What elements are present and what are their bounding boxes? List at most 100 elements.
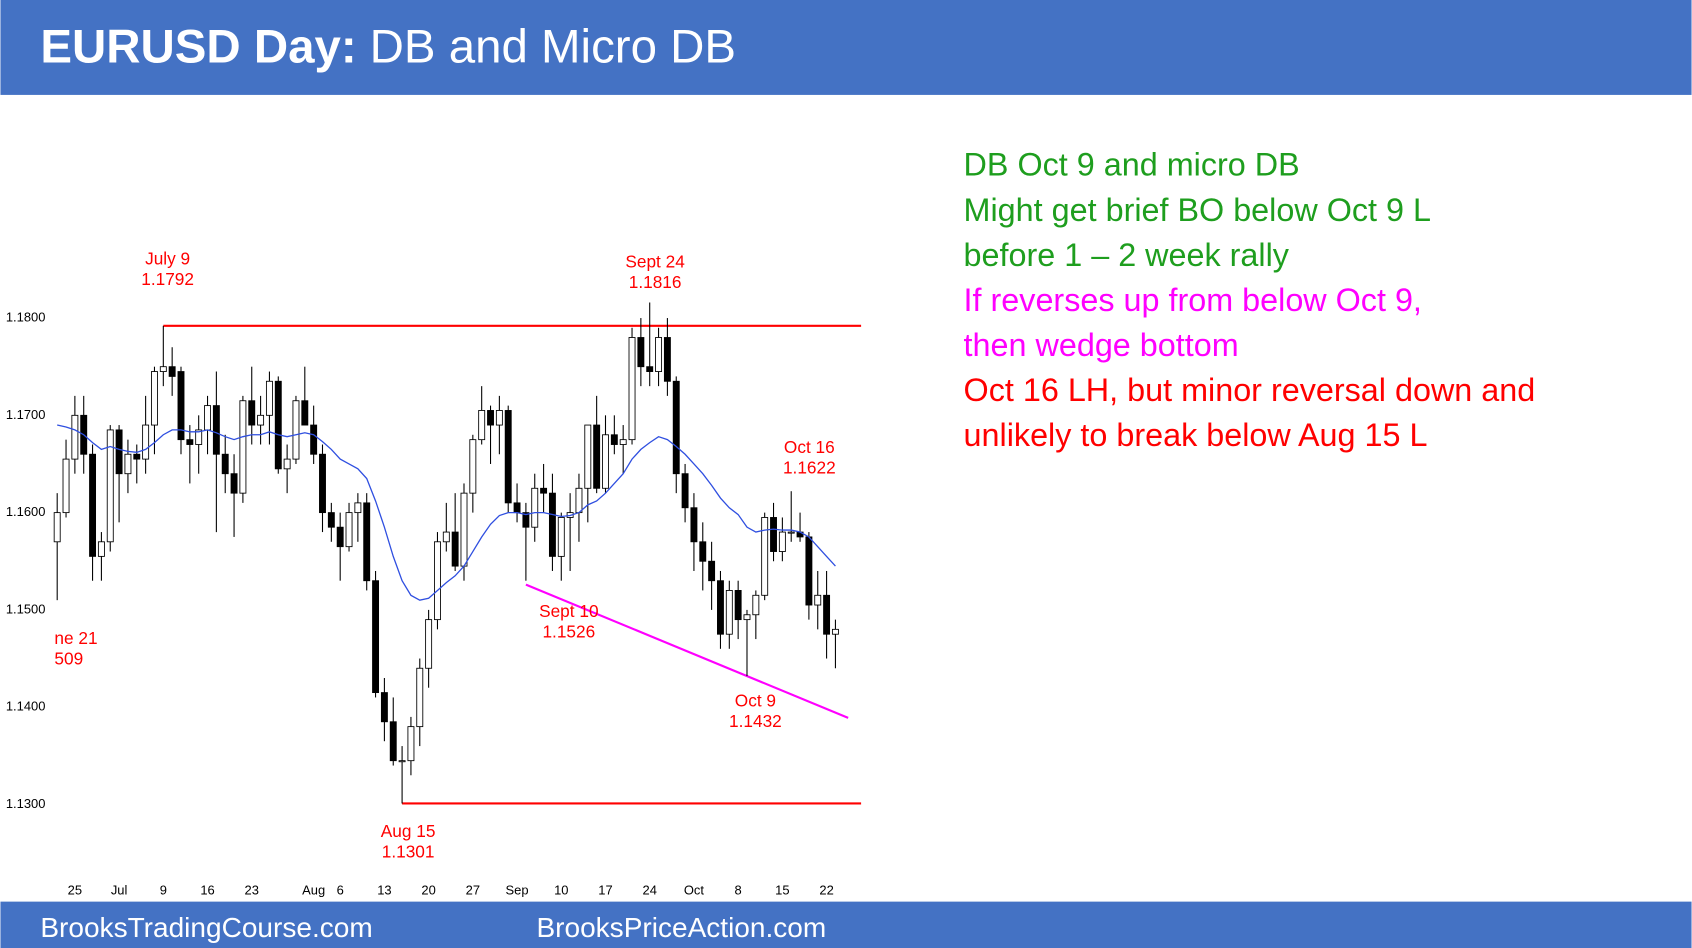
annotation-label: July 9 (145, 248, 190, 268)
footer-left: BrooksTradingCourse.com (40, 912, 372, 943)
candle-body (221, 453, 229, 475)
candle-body (319, 453, 326, 514)
candle-body (690, 507, 698, 543)
candle-body (407, 726, 415, 762)
candle-body (425, 619, 433, 669)
candle-body (434, 541, 441, 621)
candle-body (398, 760, 406, 763)
candle-body (495, 410, 503, 426)
candle-body (327, 512, 335, 528)
candle-body (770, 517, 777, 552)
candle-body (513, 502, 521, 514)
candle-body (823, 594, 831, 635)
candle-body (89, 453, 97, 557)
candle-body (133, 453, 141, 460)
y-tick-label: 1.1400 (6, 699, 46, 714)
candle-body (487, 410, 494, 426)
annotation-value: 1.1526 (542, 622, 595, 642)
candle-body (115, 429, 123, 475)
candle-body (717, 580, 724, 635)
candle-body (71, 414, 79, 460)
candle-body (204, 405, 211, 431)
candle-body (53, 512, 61, 543)
candle-body (602, 434, 609, 489)
candle-body (265, 380, 273, 416)
y-tick-label: 1.1600 (6, 504, 46, 519)
candle-body (752, 594, 760, 616)
candle-body (274, 380, 282, 470)
title-bold: EURUSD Day: (40, 20, 356, 73)
candle-body (336, 526, 344, 548)
candle-body (230, 473, 238, 494)
candle-body (442, 531, 450, 543)
annotation-value: 1.1432 (729, 711, 782, 731)
note: unlikely to break below Aug 15 L (964, 417, 1428, 453)
candle-body (159, 366, 167, 372)
candle-body (186, 439, 194, 445)
note: then wedge bottom (964, 327, 1239, 363)
candle-body (62, 458, 70, 514)
candle-body (593, 424, 601, 489)
candle-body (708, 560, 716, 582)
annotation-label: ne 21 (54, 628, 97, 648)
candle-body (831, 628, 839, 635)
candle-body (292, 400, 300, 460)
annotation-label: Oct 16 (784, 437, 835, 457)
candle-body (672, 380, 680, 475)
candle-body (195, 429, 203, 445)
y-tick-label: 1.1300 (6, 796, 46, 811)
annotation-value: 1.1622 (783, 458, 836, 478)
x-tick-label: 20 (421, 882, 435, 897)
candle-body (177, 371, 185, 441)
candle-body (663, 337, 671, 382)
candle-body (97, 541, 105, 557)
candle-body (469, 439, 477, 494)
candle-body (310, 424, 318, 455)
annotation-label: Oct 9 (735, 691, 776, 711)
candle-body (106, 429, 114, 543)
candle-body (681, 473, 689, 509)
candle-body (531, 487, 539, 528)
candle-body (416, 667, 424, 728)
x-tick-label: Jul (111, 882, 128, 897)
candle-body (239, 400, 247, 494)
candle-body (257, 414, 265, 426)
candle-body (805, 536, 813, 606)
y-tick-label: 1.1500 (6, 601, 46, 616)
x-tick-label: 27 (466, 882, 480, 897)
candle-body (557, 517, 565, 557)
candle-body (584, 424, 592, 489)
candle-body (699, 541, 707, 562)
x-tick-label: Aug (302, 882, 325, 897)
footer-right: BrooksPriceAction.com (536, 912, 826, 943)
wedge-line (525, 583, 849, 719)
candle-body (248, 400, 256, 426)
candle-body (301, 400, 309, 426)
candle-body (460, 492, 468, 567)
candle-body (575, 487, 583, 514)
x-tick-label: 22 (819, 882, 833, 897)
title: EURUSD Day: DB and Micro DB (40, 20, 736, 73)
note: DB Oct 9 and micro DB (964, 147, 1300, 183)
candle-body (522, 512, 530, 528)
candle-body (814, 594, 822, 606)
annotation-label: Sept 10 (539, 601, 598, 621)
note: before 1 – 2 week rally (964, 237, 1290, 273)
candle-body (504, 410, 512, 504)
y-tick-label: 1.1800 (6, 309, 46, 324)
x-tick-label: 17 (598, 882, 612, 897)
annotation-value: 509 (54, 649, 83, 669)
candle-body (646, 366, 654, 372)
candle-body (540, 487, 548, 494)
x-tick-label: 13 (377, 882, 391, 897)
candle-body (734, 590, 742, 621)
candle-body (354, 502, 362, 514)
x-tick-label: 10 (554, 882, 568, 897)
x-tick-label: Sep (506, 882, 529, 897)
x-tick-label: 16 (200, 882, 214, 897)
candle-body (380, 692, 388, 723)
x-tick-label: 25 (68, 882, 82, 897)
candle-body (478, 410, 486, 441)
annotation-value: 1.1816 (629, 272, 682, 292)
candle-body (778, 531, 786, 552)
